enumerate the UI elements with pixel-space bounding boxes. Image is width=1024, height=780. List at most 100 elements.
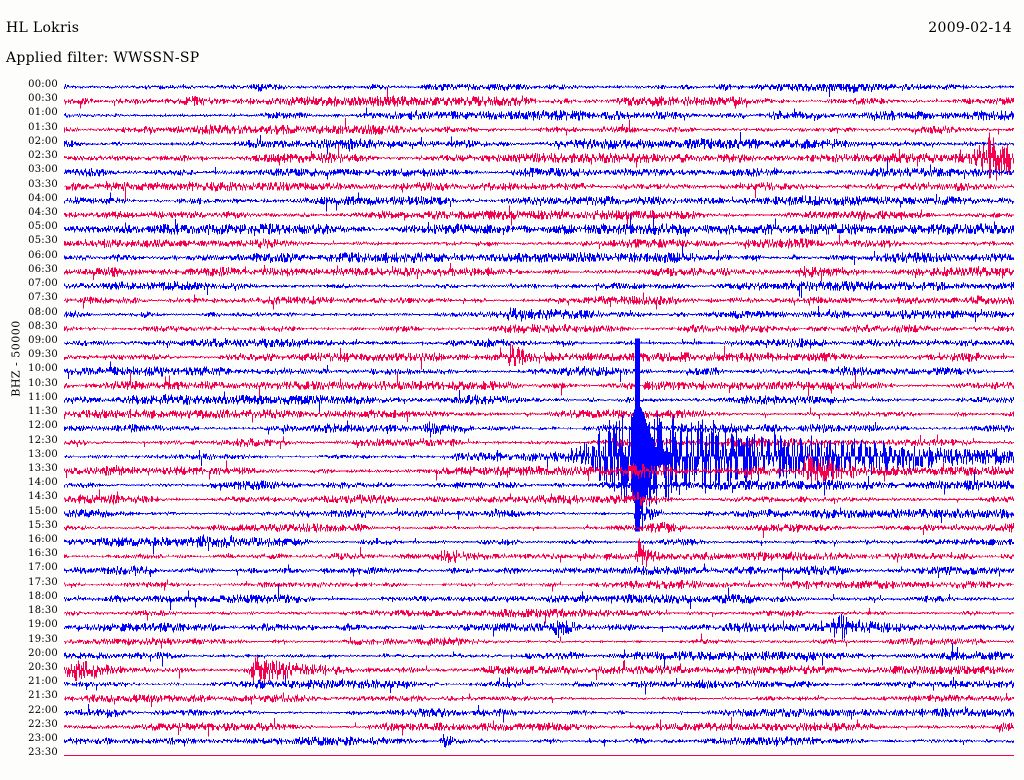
seismic-trace	[64, 280, 1014, 298]
seismic-trace	[64, 305, 1014, 322]
seismic-trace	[64, 214, 1014, 237]
seismic-trace	[64, 453, 1014, 485]
time-tick-label: 07:00	[28, 278, 58, 290]
seismic-trace	[64, 521, 1014, 538]
time-tick-label: 12:00	[28, 420, 58, 432]
time-tick-label: 16:30	[28, 548, 58, 560]
time-tick-label: 21:00	[28, 676, 58, 688]
seismic-trace	[64, 262, 1014, 282]
time-tick-label: 05:00	[28, 221, 58, 233]
time-tick-label: 01:00	[28, 107, 58, 119]
time-tick-label: 16:00	[28, 534, 58, 546]
time-tick-label: 04:30	[28, 206, 58, 218]
seismic-trace	[64, 372, 1014, 398]
seismic-trace	[64, 343, 1014, 370]
time-tick-label: 13:00	[28, 448, 58, 460]
seismic-trace	[64, 538, 1014, 568]
time-tick-label: 18:00	[28, 590, 58, 602]
time-tick-label: 19:30	[28, 633, 58, 645]
seismic-trace	[64, 292, 1014, 310]
seismic-trace	[64, 434, 1014, 452]
seismic-trace	[64, 234, 1014, 250]
seismic-trace	[64, 579, 1014, 592]
record-date: 2009-02-14	[928, 20, 1012, 36]
time-tick-label: 22:30	[28, 718, 58, 730]
seismic-trace	[64, 389, 1014, 414]
seismic-trace	[64, 498, 1014, 529]
time-tick-label: 22:00	[28, 704, 58, 716]
seismic-trace	[64, 132, 1014, 181]
seismic-trace	[64, 181, 1014, 201]
applied-filter-label: Applied filter: WWSSN-SP	[6, 50, 200, 66]
seismic-trace	[64, 338, 1014, 349]
seismic-trace	[64, 734, 1014, 748]
time-tick-label: 03:00	[28, 164, 58, 176]
seismic-trace	[64, 361, 1014, 382]
seismic-trace	[64, 407, 1014, 423]
time-tick-label: 17:00	[28, 562, 58, 574]
seismic-trace	[64, 563, 1014, 581]
time-tick-label: 08:30	[28, 320, 58, 332]
time-tick-label: 14:30	[28, 491, 58, 503]
time-tick-label: 11:30	[28, 406, 58, 418]
seismic-trace	[64, 717, 1014, 737]
seismic-trace	[64, 132, 1014, 155]
seismic-trace	[64, 471, 1014, 496]
seismic-trace	[64, 534, 1014, 555]
time-tick-label: 15:30	[28, 519, 58, 531]
event-coda	[631, 402, 672, 510]
time-tick-label: 17:30	[28, 576, 58, 588]
time-axis-ticks: 00:00 00:30 01:00 01:30 02:00 02:30 03:00 03:30…	[0, 80, 64, 768]
time-tick-label: 07:30	[28, 292, 58, 304]
seismic-trace	[64, 583, 1014, 610]
seismic-trace	[64, 675, 1014, 695]
time-tick-label: 10:00	[28, 363, 58, 375]
time-tick-label: 21:30	[28, 690, 58, 702]
time-tick-label: 23:00	[28, 733, 58, 745]
time-tick-label: 14:00	[28, 477, 58, 489]
seismic-trace	[64, 655, 1014, 683]
helicorder-plot	[64, 84, 1014, 768]
time-tick-label: 06:00	[28, 249, 58, 261]
time-tick-label: 10:30	[28, 377, 58, 389]
time-tick-label: 02:30	[28, 150, 58, 162]
time-tick-label: 00:00	[28, 79, 58, 90]
seismic-trace	[64, 324, 1014, 334]
time-tick-label: 09:00	[28, 334, 58, 346]
time-tick-label: 20:00	[28, 647, 58, 659]
seismic-trace	[64, 107, 1014, 122]
seismic-trace	[64, 84, 1014, 98]
time-tick-label: 02:00	[28, 135, 58, 147]
seismic-trace	[64, 192, 1014, 212]
time-tick-label: 19:00	[28, 619, 58, 631]
seismic-trace	[64, 205, 1014, 226]
station-title: HL Lokris	[6, 20, 80, 36]
time-tick-label: 23:30	[28, 747, 58, 759]
time-tick-label: 18:30	[28, 605, 58, 617]
time-tick-label: 03:30	[28, 178, 58, 190]
time-tick-label: 15:00	[28, 505, 58, 517]
seismic-trace	[64, 607, 1014, 624]
time-tick-label: 08:00	[28, 306, 58, 318]
time-tick-label: 01:30	[28, 121, 58, 133]
seismic-trace	[64, 643, 1014, 669]
seismic-trace	[64, 245, 1014, 265]
seismic-trace	[64, 614, 1014, 640]
time-tick-label: 11:00	[28, 391, 58, 403]
seismic-trace	[64, 754, 1014, 756]
time-tick-label: 00:30	[28, 93, 58, 105]
seismic-trace	[64, 89, 1014, 109]
seismic-trace	[64, 413, 1014, 507]
time-tick-label: 13:30	[28, 462, 58, 474]
seismic-trace	[64, 489, 1014, 507]
time-tick-label: 04:00	[28, 192, 58, 204]
seismic-trace	[64, 692, 1014, 708]
seismic-trace	[64, 159, 1014, 180]
time-tick-label: 09:30	[28, 349, 58, 361]
time-tick-label: 05:30	[28, 235, 58, 247]
seismic-trace	[64, 633, 1014, 649]
time-tick-label: 20:30	[28, 662, 58, 674]
time-tick-label: 06:30	[28, 263, 58, 275]
seismic-trace	[64, 703, 1014, 723]
